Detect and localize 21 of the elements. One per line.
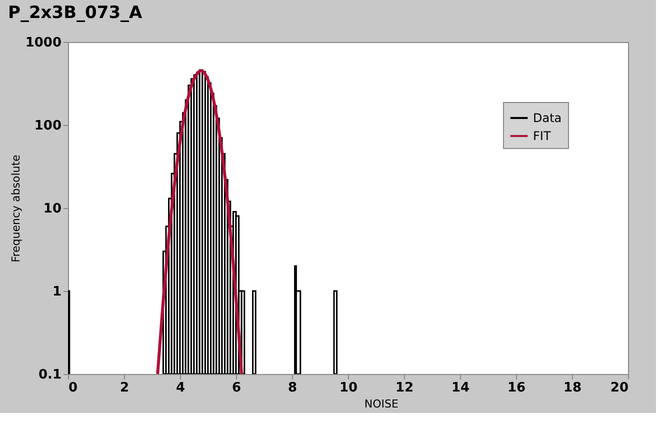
legend-label: Data: [533, 111, 562, 125]
y-tick-label: 1000: [25, 36, 62, 50]
x-tick-label: 2: [120, 380, 130, 396]
x-tick-label: 4: [176, 380, 186, 396]
x-tick-label: 12: [395, 380, 414, 396]
legend-label: FIT: [533, 129, 552, 143]
x-tick-label: 0: [68, 380, 78, 396]
x-tick-label: 18: [563, 380, 582, 396]
y-tick-label: 100: [34, 118, 62, 134]
x-axis-title: NOISE: [364, 398, 399, 410]
x-tick-label: 20: [610, 380, 628, 396]
x-tick-label: 16: [507, 380, 526, 396]
chart-title: P_2x3B_073_A: [8, 3, 144, 23]
y-axis-title: Frequency absolute: [9, 154, 22, 262]
y-tick-label: 1: [52, 284, 62, 300]
y-tick-label: 10: [43, 202, 62, 216]
x-tick-label: 14: [451, 380, 470, 396]
x-tick-label: 10: [339, 380, 358, 396]
x-tick-label: 8: [288, 380, 298, 396]
y-tick-label: 0.1: [38, 368, 62, 382]
x-tick-label: 6: [232, 380, 242, 396]
